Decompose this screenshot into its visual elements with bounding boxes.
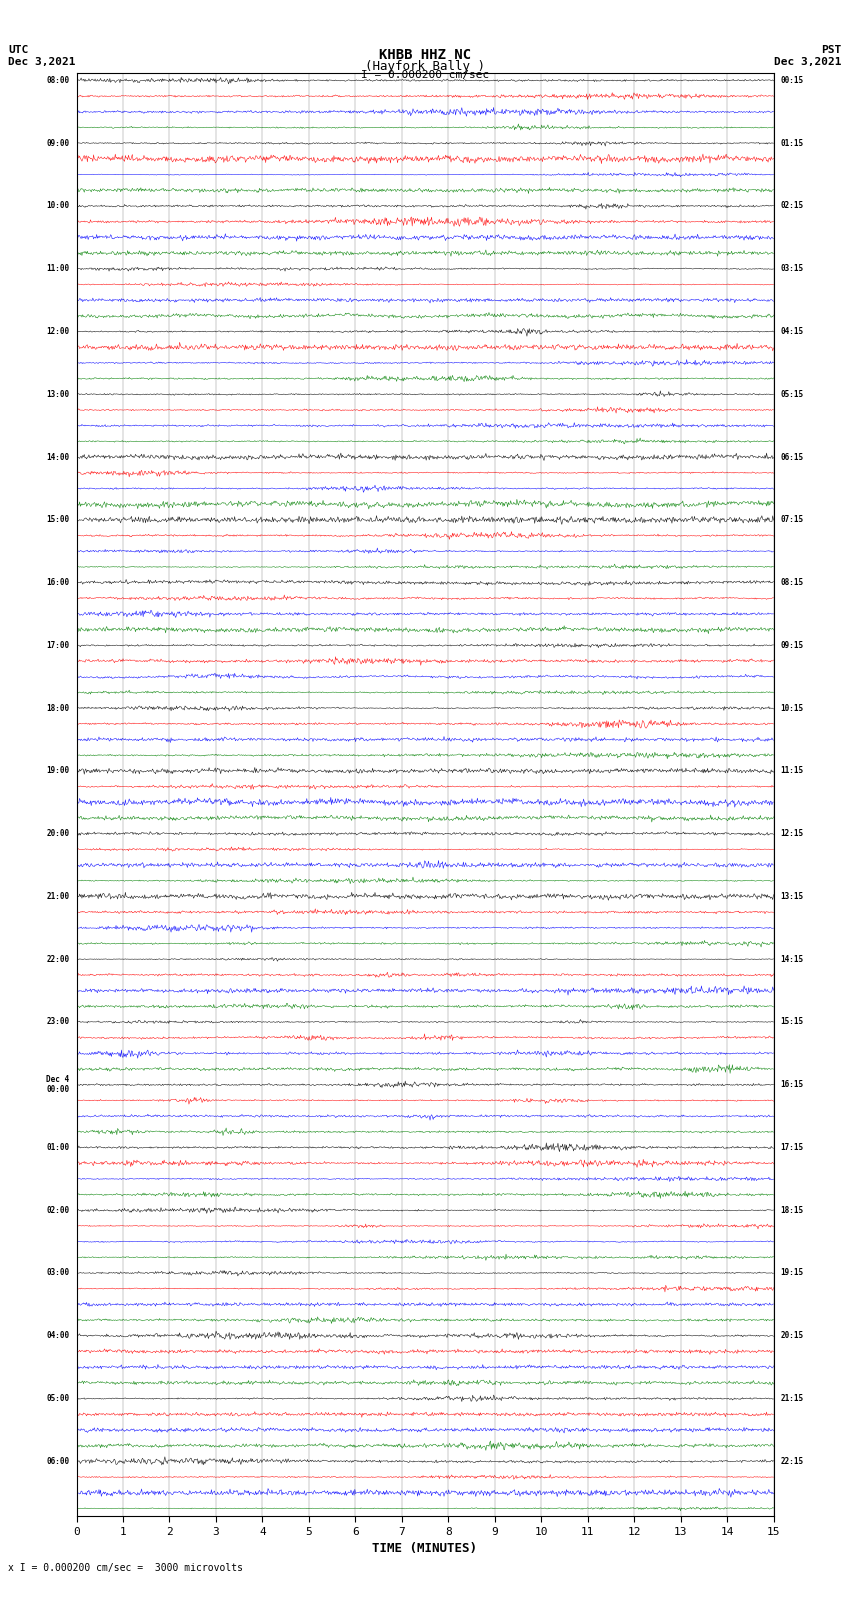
Text: 05:00: 05:00 — [47, 1394, 70, 1403]
Text: 03:15: 03:15 — [780, 265, 803, 273]
Text: 18:00: 18:00 — [47, 703, 70, 713]
Text: 11:00: 11:00 — [47, 265, 70, 273]
Text: 09:00: 09:00 — [47, 139, 70, 148]
Text: 19:00: 19:00 — [47, 766, 70, 776]
Text: 04:00: 04:00 — [47, 1331, 70, 1340]
Text: 09:15: 09:15 — [780, 640, 803, 650]
Text: 06:00: 06:00 — [47, 1457, 70, 1466]
Text: 20:15: 20:15 — [780, 1331, 803, 1340]
Text: 11:15: 11:15 — [780, 766, 803, 776]
Text: 08:00: 08:00 — [47, 76, 70, 85]
Text: 00:15: 00:15 — [780, 76, 803, 85]
Text: 14:15: 14:15 — [780, 955, 803, 963]
Text: 20:00: 20:00 — [47, 829, 70, 839]
Text: PST
Dec 3,2021: PST Dec 3,2021 — [774, 45, 842, 66]
Text: I = 0.000200 cm/sec: I = 0.000200 cm/sec — [361, 71, 489, 81]
Text: 16:15: 16:15 — [780, 1081, 803, 1089]
Text: 21:15: 21:15 — [780, 1394, 803, 1403]
Text: 12:00: 12:00 — [47, 327, 70, 336]
Text: UTC
Dec 3,2021: UTC Dec 3,2021 — [8, 45, 76, 66]
Text: 04:15: 04:15 — [780, 327, 803, 336]
Text: 07:15: 07:15 — [780, 515, 803, 524]
Text: 03:00: 03:00 — [47, 1268, 70, 1277]
Text: KHBB HHZ NC: KHBB HHZ NC — [379, 47, 471, 61]
Text: 13:00: 13:00 — [47, 390, 70, 398]
Text: 01:00: 01:00 — [47, 1144, 70, 1152]
Text: 02:15: 02:15 — [780, 202, 803, 210]
Text: 15:15: 15:15 — [780, 1018, 803, 1026]
Text: 10:15: 10:15 — [780, 703, 803, 713]
Text: 10:00: 10:00 — [47, 202, 70, 210]
Text: Dec 4
00:00: Dec 4 00:00 — [47, 1074, 70, 1094]
Text: 17:15: 17:15 — [780, 1144, 803, 1152]
X-axis label: TIME (MINUTES): TIME (MINUTES) — [372, 1542, 478, 1555]
Text: 22:00: 22:00 — [47, 955, 70, 963]
Text: 17:00: 17:00 — [47, 640, 70, 650]
Text: 22:15: 22:15 — [780, 1457, 803, 1466]
Text: 21:00: 21:00 — [47, 892, 70, 902]
Text: 12:15: 12:15 — [780, 829, 803, 839]
Text: (Hayfork Bally ): (Hayfork Bally ) — [365, 60, 485, 73]
Text: 15:00: 15:00 — [47, 515, 70, 524]
Text: 18:15: 18:15 — [780, 1207, 803, 1215]
Text: 19:15: 19:15 — [780, 1268, 803, 1277]
Text: 16:00: 16:00 — [47, 577, 70, 587]
Text: 02:00: 02:00 — [47, 1207, 70, 1215]
Text: 23:00: 23:00 — [47, 1018, 70, 1026]
Text: 01:15: 01:15 — [780, 139, 803, 148]
Text: x I = 0.000200 cm/sec =  3000 microvolts: x I = 0.000200 cm/sec = 3000 microvolts — [8, 1563, 243, 1573]
Text: 06:15: 06:15 — [780, 453, 803, 461]
Text: 08:15: 08:15 — [780, 577, 803, 587]
Text: 13:15: 13:15 — [780, 892, 803, 902]
Text: 05:15: 05:15 — [780, 390, 803, 398]
Text: 14:00: 14:00 — [47, 453, 70, 461]
